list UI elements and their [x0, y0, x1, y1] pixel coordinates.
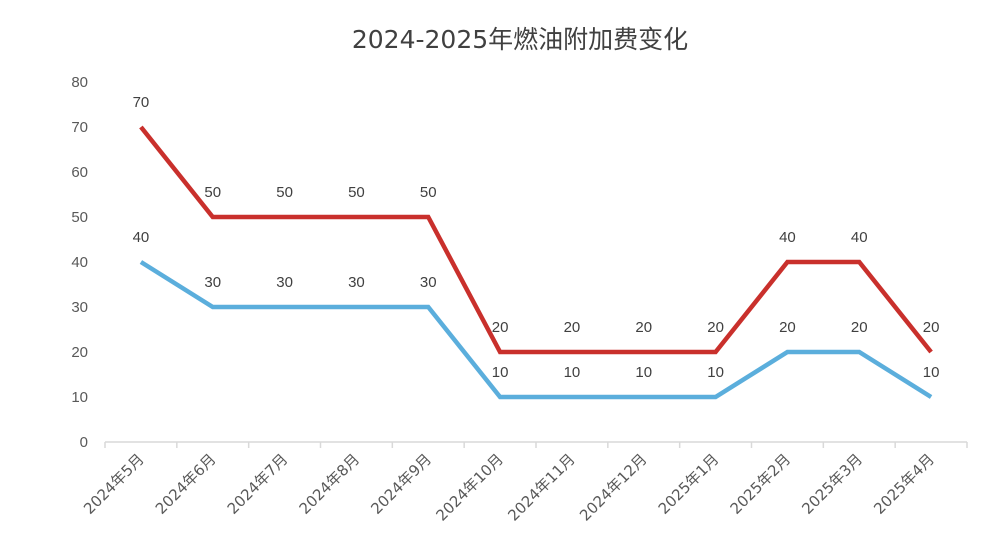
data-label: 10 — [923, 364, 940, 381]
y-tick-label: 50 — [71, 209, 88, 226]
x-tick-label: 2025年1月 — [655, 450, 723, 518]
data-labels: 70 50 50 50 50 20 20 20 20 40 40 20 40 30 30 30 30 10 10 10… — [133, 94, 940, 381]
x-tick-label: 2024年11月 — [504, 450, 578, 524]
x-tick-label: 2025年4月 — [870, 450, 938, 518]
data-label: 20 — [564, 319, 581, 336]
x-tick-label: 2024年12月 — [576, 450, 650, 524]
x-tick-label: 2024年5月 — [80, 450, 148, 518]
y-tick-label: 10 — [71, 389, 88, 406]
data-label: 20 — [707, 319, 724, 336]
x-tick-label: 2024年9月 — [367, 450, 435, 518]
data-label: 50 — [276, 184, 293, 201]
data-label: 50 — [204, 184, 221, 201]
data-label: 20 — [492, 319, 509, 336]
x-axis-ticks: 2024年5月 2024年6月 2024年7月 2024年8月 2024年9月2024年… — [80, 450, 938, 524]
x-axis — [104, 441, 968, 448]
y-tick-label: 0 — [80, 434, 88, 451]
y-tick-label: 80 — [71, 74, 88, 91]
y-tick-label: 60 — [71, 164, 88, 181]
x-tick-label: 2024年8月 — [296, 450, 364, 518]
data-label: 40 — [779, 229, 796, 246]
data-label: 70 — [133, 94, 150, 111]
y-tick-label: 30 — [71, 299, 88, 316]
y-tick-label: 70 — [71, 119, 88, 136]
data-label: 30 — [420, 274, 437, 291]
data-label: 20 — [779, 319, 796, 336]
data-label: 40 — [851, 229, 868, 246]
y-axis-ticks: 0 10 20 30 40 50 60 70 80 — [71, 74, 88, 451]
data-label: 30 — [276, 274, 293, 291]
y-tick-label: 40 — [71, 254, 88, 271]
data-label: 10 — [707, 364, 724, 381]
data-label: 10 — [564, 364, 581, 381]
data-label: 20 — [851, 319, 868, 336]
data-label: 40 — [133, 229, 150, 246]
series-line-upper — [139, 125, 933, 355]
data-label: 20 — [923, 319, 940, 336]
data-label: 30 — [204, 274, 221, 291]
data-label: 30 — [348, 274, 365, 291]
data-label: 20 — [635, 319, 652, 336]
data-label: 50 — [420, 184, 437, 201]
x-tick-label: 2024年10月 — [432, 450, 506, 524]
x-tick-label: 2024年7月 — [224, 450, 292, 518]
series-line-lower — [139, 260, 933, 400]
series-lines — [139, 125, 933, 400]
data-label: 50 — [348, 184, 365, 201]
y-tick-label: 20 — [71, 344, 88, 361]
x-tick-label: 2025年3月 — [798, 450, 866, 518]
data-label: 10 — [635, 364, 652, 381]
chart-title: 2024-2025年燃油附加费变化 — [352, 25, 688, 54]
x-tick-label: 2024年6月 — [152, 450, 220, 518]
x-tick-label: 2025年2月 — [727, 450, 795, 518]
data-label: 10 — [492, 364, 509, 381]
